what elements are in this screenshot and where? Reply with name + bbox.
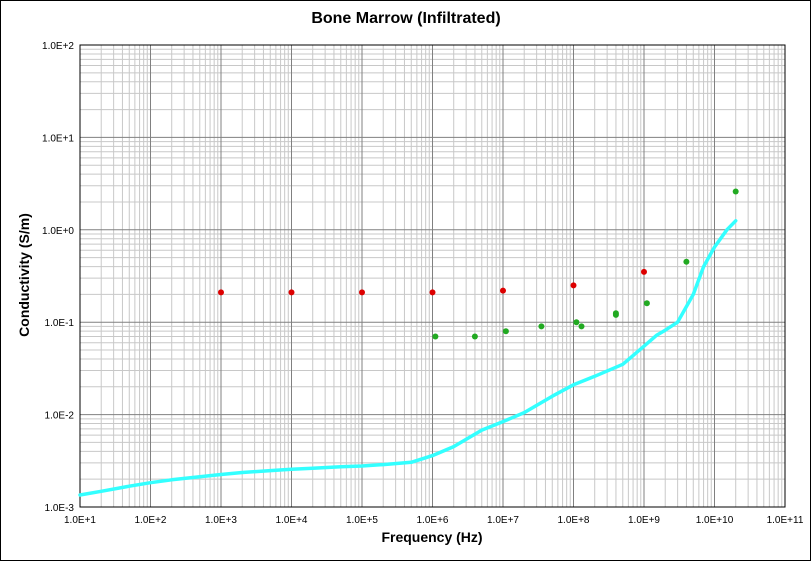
data-point <box>570 282 577 289</box>
data-point <box>641 268 647 275</box>
data-point <box>502 328 509 335</box>
x-tick-labels: 1.0E+1 1.0E+2 1.0E+3 1.0E+4 1.0E+5 1.0E+6 1.0E… <box>64 515 804 526</box>
data-point <box>471 333 478 340</box>
data-point <box>432 333 439 340</box>
x-tick-label: 1.0E+8 <box>558 515 590 526</box>
series-line <box>78 219 738 497</box>
data-point <box>732 188 739 195</box>
x-tick-label: 1.0E+11 <box>767 515 804 526</box>
x-tick-label: 1.0E+10 <box>696 515 734 526</box>
y-tick-label: 1.0E-1 <box>45 318 75 329</box>
y-tick-label: 1.0E-2 <box>45 411 75 422</box>
x-tick-label: 1.0E+4 <box>276 515 308 526</box>
data-point <box>500 287 506 294</box>
x-tick-label: 1.0E+3 <box>205 515 237 526</box>
chart-title: Bone Marrow (Infiltrated) <box>311 10 500 27</box>
data-point <box>288 289 295 296</box>
y-tick-label: 1.0E+0 <box>42 226 74 237</box>
x-tick-label: 1.0E+5 <box>346 515 378 526</box>
x-axis-label: Frequency (Hz) <box>381 529 482 545</box>
data-point <box>573 319 580 326</box>
y-tick-label: 1.0E+2 <box>42 41 74 52</box>
data-point <box>643 300 650 307</box>
x-tick-label: 1.0E+7 <box>487 515 519 526</box>
series-layer <box>78 188 739 497</box>
data-point <box>359 289 365 296</box>
x-tick-label: 1.0E+9 <box>628 515 660 526</box>
data-point <box>218 289 224 296</box>
x-tick-label: 1.0E+6 <box>417 515 449 526</box>
x-tick-label: 1.0E+2 <box>135 515 167 526</box>
y-tick-labels: 1.0E-3 1.0E-2 1.0E-1 1.0E+0 1.0E+1 1.0E+2 <box>42 41 74 514</box>
data-point <box>612 310 619 317</box>
y-axis-label: Conductivity (S/m) <box>16 213 32 337</box>
y-tick-label: 1.0E+1 <box>42 133 74 144</box>
data-point <box>683 258 690 265</box>
plot-area-border <box>79 44 786 508</box>
y-tick-label: 1.0E-3 <box>45 503 75 514</box>
data-point <box>578 323 585 330</box>
data-point <box>429 289 436 296</box>
x-tick-label: 1.0E+1 <box>64 515 96 526</box>
data-point <box>538 323 545 330</box>
major-gridlines <box>79 44 786 508</box>
